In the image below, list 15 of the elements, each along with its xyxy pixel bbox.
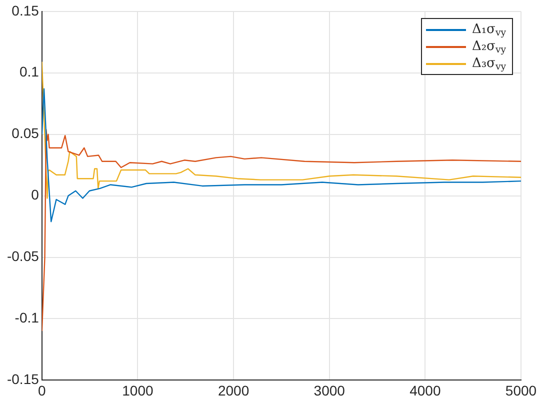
x-tick-label: 2000 xyxy=(218,382,250,398)
y-tick-label: -0.05 xyxy=(6,248,40,264)
y-tick-label: -0.1 xyxy=(14,310,40,326)
x-tick-label: 4000 xyxy=(410,382,441,398)
legend-label: Δ₁σ$_{vy}$ xyxy=(472,21,506,39)
x-tick-label: 5000 xyxy=(505,382,537,398)
y-tick-label: 0.1 xyxy=(19,64,40,80)
legend-label: Δ₂σ$_{vy}$ xyxy=(472,38,506,56)
legend-label: Δ₃σ$_{vy}$ xyxy=(472,55,506,73)
y-tick-label: -0.15 xyxy=(6,371,40,388)
x-tick-label: 1000 xyxy=(122,382,154,398)
y-tick-label: 0.15 xyxy=(12,2,40,18)
y-tick-label: 0.05 xyxy=(12,125,40,142)
y-tick-label: 0 xyxy=(31,186,40,203)
x-tick-label: 3000 xyxy=(314,382,346,398)
